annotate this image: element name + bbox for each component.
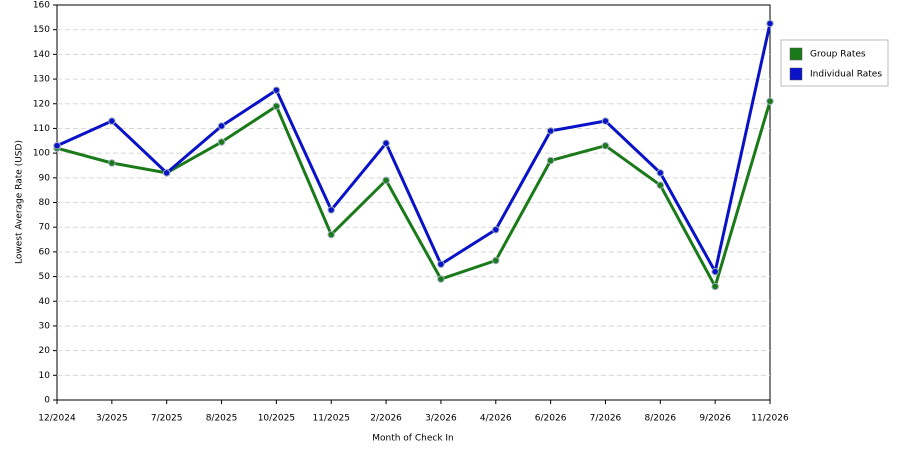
data-point (601, 117, 610, 125)
legend-label: Group Rates (810, 50, 866, 60)
y-tick-label: 150 (33, 25, 50, 35)
y-tick-label: 40 (39, 297, 51, 307)
data-point (437, 260, 445, 268)
data-point (217, 138, 226, 146)
y-tick-label: 50 (39, 272, 51, 282)
x-tick-label: 9/2026 (699, 414, 731, 424)
data-point (272, 102, 281, 110)
data-point (217, 122, 226, 130)
data-point (327, 206, 335, 214)
data-point (382, 139, 390, 147)
y-tick-label: 0 (44, 396, 50, 406)
data-point (766, 19, 774, 28)
y-tick-label: 130 (33, 75, 50, 85)
y-tick-label: 30 (39, 321, 51, 331)
x-tick-label: 7/2025 (151, 414, 183, 424)
series-line (56, 23, 772, 274)
legend-swatch (789, 67, 803, 81)
x-tick-label: 11/2026 (751, 414, 789, 424)
y-tick-label: 20 (39, 346, 51, 356)
data-point (711, 267, 719, 276)
series-line (56, 100, 772, 288)
x-tick-label: 3/2025 (96, 414, 128, 424)
x-tick-label: 12/2024 (38, 414, 76, 424)
data-point (546, 156, 555, 165)
y-tick-label: 90 (39, 173, 51, 183)
y-tick-label: 160 (33, 1, 50, 11)
data-point (492, 225, 500, 234)
x-tick-label: 7/2026 (590, 414, 622, 424)
legend-swatch (789, 47, 803, 61)
data-point (656, 181, 665, 189)
y-tick-label: 70 (39, 223, 51, 233)
x-axis-label: Month of Check In (372, 434, 454, 444)
x-tick-label: 6/2026 (535, 414, 567, 424)
data-point (766, 97, 774, 105)
x-tick-label: 2/2026 (370, 414, 402, 424)
x-tick-label: 4/2026 (480, 414, 512, 424)
data-point (382, 176, 390, 184)
data-point (546, 127, 555, 135)
data-point (53, 142, 61, 150)
y-tick-label: 10 (39, 371, 51, 381)
data-point (711, 282, 719, 291)
y-tick-label: 80 (39, 198, 51, 208)
x-tick-label: 8/2026 (644, 414, 676, 424)
x-tick-label: 11/2025 (313, 414, 350, 424)
y-tick-label: 60 (39, 247, 51, 257)
x-tick-label: 8/2025 (206, 414, 238, 424)
y-tick-label: 140 (33, 50, 50, 60)
data-point (601, 142, 610, 150)
x-tick-label: 3/2026 (425, 414, 457, 424)
y-tick-label: 110 (33, 124, 50, 134)
data-point (108, 117, 116, 125)
data-point (656, 169, 665, 177)
y-tick-label: 100 (33, 149, 50, 159)
y-tick-label: 120 (33, 99, 50, 109)
data-point (492, 256, 500, 265)
data-point (108, 159, 116, 167)
data-point (437, 275, 445, 283)
data-point (327, 230, 335, 239)
y-axis-label: Lowest Average Rate (USD) (15, 140, 25, 264)
data-point (272, 86, 281, 94)
x-tick-label: 10/2025 (258, 414, 295, 424)
data-point (162, 169, 171, 177)
legend-label: Individual Rates (810, 70, 882, 80)
